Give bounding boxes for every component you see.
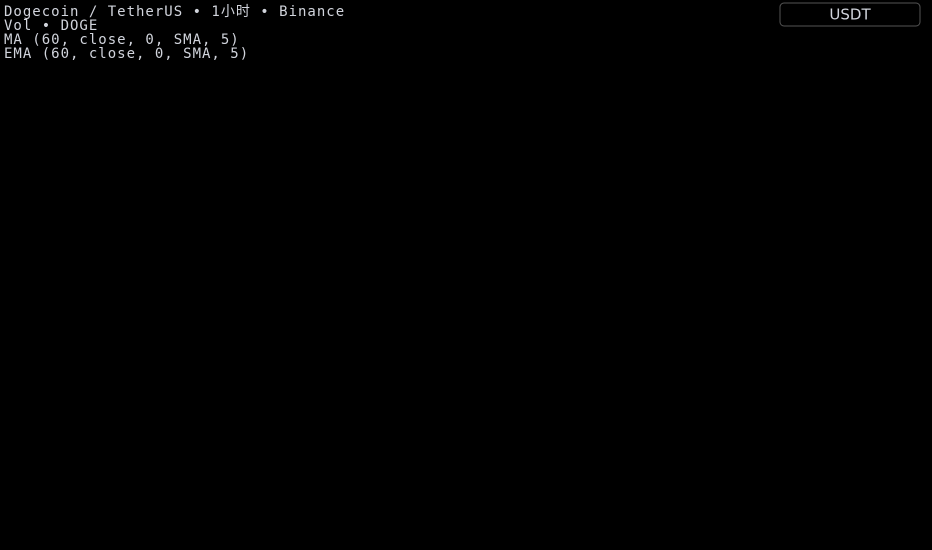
overlay: Dogecoin / TetherUS • 1小时 • Binance Vol …	[4, 2, 921, 62]
legend-entry: MA (60, close, 0, SMA, 5)	[4, 32, 240, 48]
currency-button-label[interactable]: USDT	[829, 6, 871, 24]
legend-entry: EMA (60, close, 0, SMA, 5)	[4, 46, 249, 62]
volume-title: Vol • DOGE	[4, 18, 98, 34]
currency-button[interactable]	[779, 2, 921, 27]
chart-title: Dogecoin / TetherUS • 1小时 • Binance	[4, 4, 345, 20]
